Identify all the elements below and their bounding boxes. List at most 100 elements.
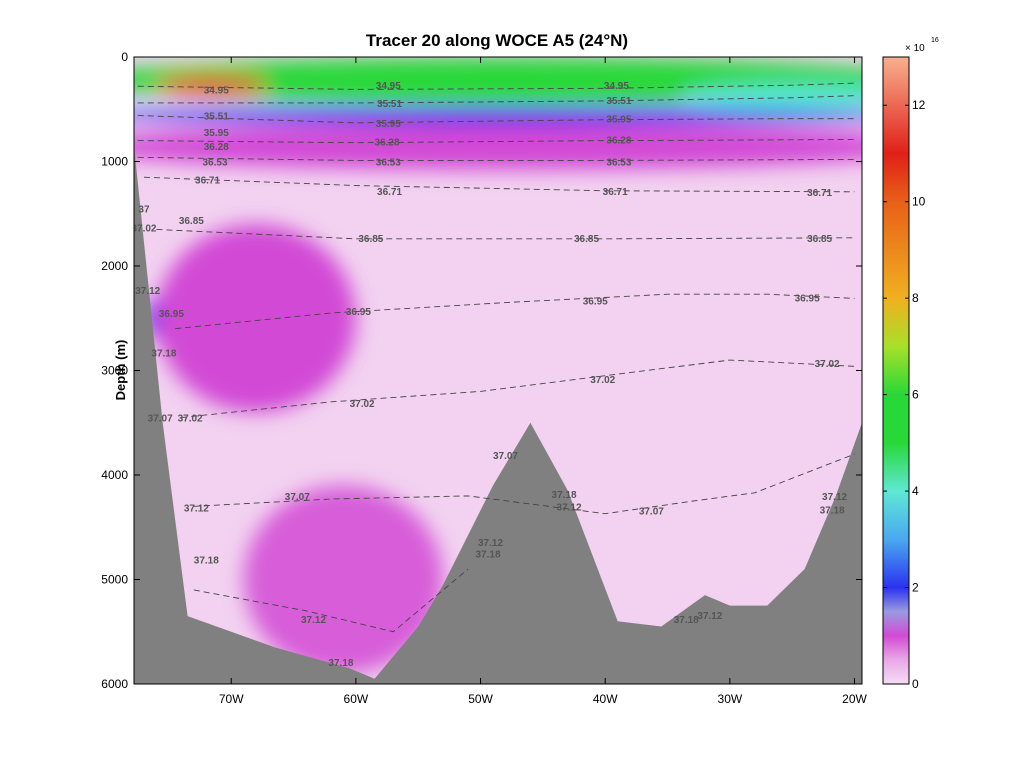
isopycnal-36.95 (175, 293, 855, 330)
contour-label: 36.71 (603, 187, 628, 198)
y-tick-label: 5000 (101, 573, 128, 587)
chart-title: Tracer 20 along WOCE A5 (24°N) (366, 31, 628, 50)
colorbar-tick-label: 6 (912, 388, 919, 402)
contour-label: 34.95 (604, 81, 629, 92)
y-tick-label: 4000 (101, 468, 128, 482)
contour-label: 37 (138, 205, 150, 216)
contour-label: 36.53 (376, 158, 401, 169)
x-tick-label: 50W (468, 692, 493, 706)
isopycnal-37.02 (181, 359, 855, 418)
contour-label: 35.51 (204, 112, 229, 123)
colorbar-tick-label: 10 (912, 195, 926, 209)
contour-label: 37.07 (493, 451, 518, 462)
isopycnal-37.12 (193, 568, 469, 633)
contour-label: 36.28 (375, 138, 400, 149)
colorbar-tick-label: 12 (912, 98, 926, 112)
tracer-upper-band-green (134, 57, 862, 103)
contour-label: 36.85 (807, 234, 832, 245)
isopycnal-36.85 (156, 228, 855, 240)
plot-area: 34.95 34.95 34.95 35.51 35.51 35.51 35.95 35.95… (131, 57, 862, 684)
tracer-thermocline-magenta (134, 123, 862, 170)
contour-label: 37.12 (697, 611, 722, 622)
y-tick-label: 0 (121, 50, 128, 64)
x-tick-label: 70W (219, 692, 244, 706)
isopycnal-contours (137, 82, 855, 633)
contour-label: 37.07 (639, 507, 664, 518)
colorbar-tick-label: 4 (912, 484, 919, 498)
contour-label: 35.95 (606, 115, 631, 126)
contour-label: 36.95 (583, 296, 608, 307)
contour-label: 37.18 (552, 490, 577, 501)
y-tick-label: 1000 (101, 155, 128, 169)
contour-label: 36.85 (179, 216, 204, 227)
colorbar-exponent-power: 16 (931, 37, 939, 44)
colorbar-tick-label: 2 (912, 581, 919, 595)
contour-label: 37.02 (815, 359, 840, 370)
colorbar-ticks: 0 2 4 6 8 10 12 (883, 98, 926, 691)
x-axis: 70W 60W 50W 40W 30W 20W (219, 57, 868, 706)
contour-label: 35.95 (204, 128, 229, 139)
bathymetry-sea-floor (134, 145, 862, 684)
y-tick-label: 2000 (101, 259, 128, 273)
contour-label: 37.02 (131, 223, 156, 234)
tracer-field (134, 57, 862, 674)
tracer-surface-maximum (156, 75, 269, 95)
colorbar: × 10 16 0 2 4 6 8 10 12 (882, 37, 939, 691)
y-axis: 0 1000 2000 3000 4000 5000 6000 (101, 50, 862, 691)
contour-label: 36.95 (795, 293, 820, 304)
contour-label: 36.71 (807, 188, 832, 199)
contour-label: 37.12 (822, 492, 847, 503)
isopycnal-36.53 (137, 156, 855, 161)
x-tick-label: 40W (593, 692, 618, 706)
contour-label: 36.53 (203, 158, 228, 169)
contour-label: 37.12 (478, 538, 503, 549)
contour-label: 35.51 (377, 99, 402, 110)
contour-label: 37.18 (194, 556, 219, 567)
contour-label: 36.95 (346, 307, 371, 318)
contour-label: 37.02 (350, 399, 375, 410)
tracer-upper-band-cyan (680, 84, 862, 110)
y-tick-label: 6000 (101, 677, 128, 691)
contour-label: 37.18 (820, 505, 845, 516)
contour-label: 37.12 (301, 615, 326, 626)
contour-label: 36.95 (159, 309, 184, 320)
x-tick-label: 20W (842, 692, 867, 706)
isopycnal-35.51 (137, 95, 855, 104)
isopycnal-36.28 (137, 139, 855, 144)
x-tick-label: 60W (344, 692, 369, 706)
contour-label: 37.18 (476, 549, 501, 560)
contour-label: 37.18 (151, 349, 176, 360)
colorbar-scale (882, 56, 910, 685)
colorbar-exponent-base: × 10 (905, 43, 925, 54)
contour-label: 36.28 (606, 136, 631, 147)
y-axis-label: Depth (m) (113, 340, 128, 401)
contour-label: 36.71 (377, 187, 402, 198)
svg-text:× 10: × 10 (905, 43, 925, 54)
contour-label: 36.53 (606, 158, 631, 169)
contour-label: 36.28 (204, 142, 229, 153)
contour-labels: 34.95 34.95 34.95 35.51 35.51 35.51 35.95 35.95… (131, 81, 848, 669)
contour-label: 35.95 (376, 119, 401, 130)
isopycnal-34.95 (137, 82, 855, 90)
tracer-abyssal-magenta (243, 485, 444, 674)
contour-label: 37.18 (328, 658, 353, 669)
contour-label: 34.95 (204, 85, 229, 96)
x-tick-label: 30W (718, 692, 743, 706)
contour-label: 37.18 (674, 615, 699, 626)
contour-label: 37.12 (184, 503, 209, 514)
contour-label: 37.12 (557, 502, 582, 513)
contour-label: 37.07 (285, 492, 310, 503)
contour-label: 37.12 (135, 286, 160, 297)
contour-label: 37.07 (148, 414, 173, 425)
contour-label: 36.71 (195, 175, 220, 186)
isopycnal-35.95 (137, 115, 855, 124)
y-tick-label: 3000 (101, 364, 128, 378)
contour-label: 37.02 (178, 414, 203, 425)
tracer-deep-western-tongue (156, 224, 356, 413)
isopycnal-37.07 (193, 453, 855, 515)
contour-label: 35.51 (606, 96, 631, 107)
colorbar-tick-label: 8 (912, 291, 919, 305)
contour-label: 36.85 (358, 234, 383, 245)
contour-label: 37.02 (590, 375, 615, 386)
